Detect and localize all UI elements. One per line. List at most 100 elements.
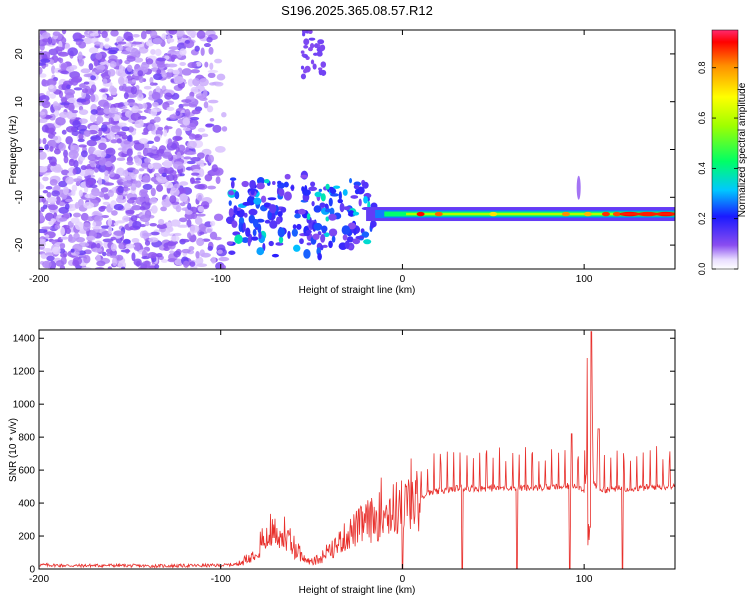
noise-blob [142, 175, 151, 183]
noise-blob [167, 258, 177, 263]
tone-hotspot [434, 211, 443, 217]
noise-blob [147, 163, 154, 170]
noise-blob [195, 250, 200, 259]
noise-blob [107, 217, 113, 227]
noise-blob [69, 65, 78, 70]
noise-blob [219, 264, 227, 269]
noise-blob [39, 94, 50, 103]
noise-blob [150, 205, 158, 214]
noise-blob [67, 172, 74, 177]
noise-blob [166, 63, 178, 68]
noise-blob [45, 186, 53, 190]
noise-blob [91, 247, 103, 253]
noise-blob [132, 34, 140, 38]
noise-blob [90, 135, 101, 142]
onset-blob [363, 195, 368, 204]
noise-blob [72, 75, 83, 83]
noise-blob [166, 241, 177, 247]
noise-blob [42, 176, 49, 182]
tone-hotspot [489, 211, 498, 217]
noise-blob [156, 252, 163, 258]
noise-blob [63, 149, 68, 158]
noise-blob [141, 201, 151, 210]
noise-blob [164, 181, 174, 189]
noise-blob [170, 219, 181, 227]
onset-blob [311, 200, 315, 207]
onset-blob [256, 182, 265, 190]
noise-blob [65, 198, 74, 203]
noise-blob [78, 109, 89, 115]
noise-blob [197, 152, 205, 159]
noise-blob [95, 254, 101, 263]
noise-blob [54, 184, 61, 190]
noise-blob [176, 151, 182, 159]
noise-blob [130, 215, 138, 222]
onset-blob [323, 232, 330, 238]
noise-blob [83, 254, 91, 264]
noise-blob [39, 228, 48, 234]
onset-blob [317, 252, 322, 261]
onset-blob [284, 173, 291, 180]
noise-blob [90, 84, 97, 93]
noise-blob [77, 138, 85, 143]
noise-blob [96, 260, 106, 267]
noise-blob [94, 41, 102, 46]
noise-blob [310, 59, 315, 65]
noise-blob [64, 203, 70, 210]
noise-blob [140, 30, 147, 40]
noise-blob [107, 225, 113, 235]
noise-blob [116, 157, 126, 162]
onset-blob [296, 223, 302, 230]
noise-blob [105, 147, 116, 157]
noise-blob [92, 221, 97, 227]
noise-blob [193, 134, 203, 141]
noise-blob [153, 155, 162, 161]
noise-blob [131, 105, 139, 114]
noise-blob [131, 205, 142, 211]
noise-blob [101, 121, 111, 126]
noise-blob [101, 214, 109, 219]
onset-blob [320, 234, 326, 243]
noise-blob [89, 32, 99, 37]
noise-blob [218, 256, 230, 262]
noise-blob [213, 81, 224, 87]
noise-blob [316, 50, 323, 57]
noise-blob [177, 224, 189, 228]
noise-blob [169, 114, 178, 120]
onset-blob [346, 236, 354, 243]
noise-blob [213, 213, 224, 222]
snr-x-ticks: -200 -100 0 100 [29, 330, 593, 585]
noise-blob [102, 251, 107, 257]
noise-blob [187, 78, 194, 87]
noise-blob [134, 155, 140, 164]
noise-blob [195, 177, 202, 181]
tone-hot-segment [620, 212, 675, 216]
noise-blob [138, 76, 144, 84]
noise-blob [106, 132, 116, 140]
noise-blob [39, 118, 48, 123]
noise-blob [142, 232, 152, 237]
noise-blob [207, 185, 217, 190]
noise-blob [68, 158, 76, 167]
noise-blob [42, 38, 50, 43]
y-tick-label: 1400 [13, 334, 36, 345]
tone-hotspot [612, 211, 621, 217]
noise-blob [60, 96, 68, 103]
noise-blob [64, 88, 76, 96]
onset-blob [330, 193, 339, 197]
noise-blob [107, 68, 116, 77]
noise-blob [42, 190, 49, 194]
noise-blob [133, 243, 141, 251]
noise-blob [153, 73, 164, 81]
noise-blob [39, 73, 47, 78]
noise-blob [148, 237, 159, 243]
noise-blob [113, 230, 125, 236]
snr-plot: -200 -100 0 100 0 200 400 600 800 1000 1200 1400 H… [8, 329, 676, 596]
noise-blob [203, 42, 211, 48]
noise-blob [200, 47, 205, 56]
noise-blob [194, 45, 200, 52]
noise-blob [83, 81, 90, 85]
noise-blob [103, 182, 115, 186]
onset-blob [350, 195, 359, 199]
onset-blob [243, 212, 248, 218]
